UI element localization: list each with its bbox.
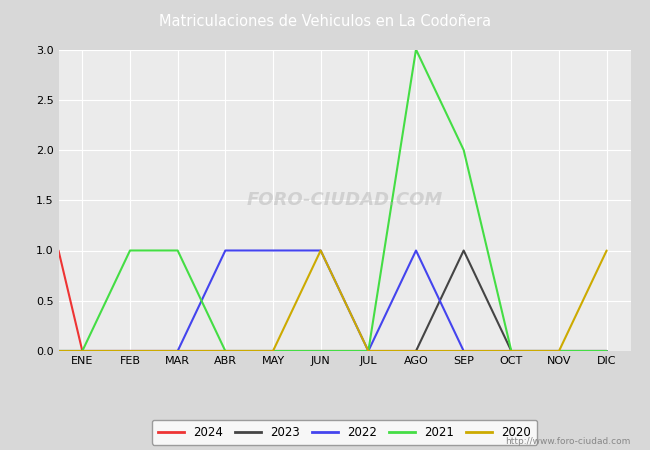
Legend: 2024, 2023, 2022, 2021, 2020: 2024, 2023, 2022, 2021, 2020 — [152, 420, 537, 445]
Text: Matriculaciones de Vehiculos en La Codoñera: Matriculaciones de Vehiculos en La Codoñ… — [159, 14, 491, 28]
Text: FORO-CIUDAD.COM: FORO-CIUDAD.COM — [246, 191, 443, 209]
Text: http://www.foro-ciudad.com: http://www.foro-ciudad.com — [505, 436, 630, 446]
